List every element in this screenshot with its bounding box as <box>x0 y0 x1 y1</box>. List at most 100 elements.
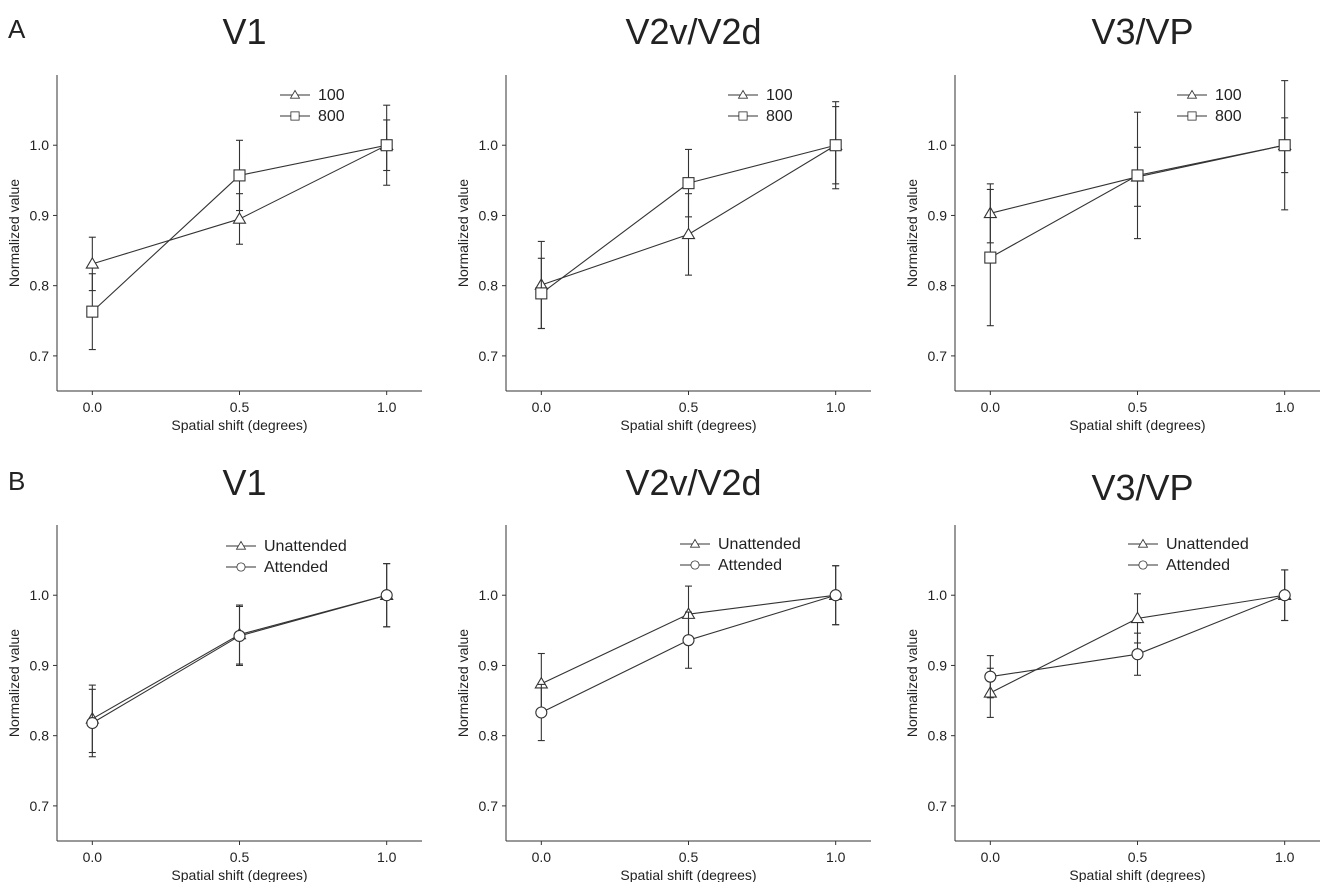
legend-label: Attended <box>264 559 328 576</box>
legend-label: Attended <box>1166 557 1230 574</box>
data-point <box>1131 169 1144 182</box>
y-tick-label: 0.7 <box>479 348 499 364</box>
y-tick-label: 1.0 <box>30 587 50 603</box>
y-tick-label: 1.0 <box>30 137 50 153</box>
x-tick-label: 0.0 <box>83 399 103 415</box>
legend: Unattended Attended <box>226 538 347 576</box>
chart-title: V1 <box>222 462 266 503</box>
chart-6: V3/VP 0.7 0.8 0.9 1.0 0.0 0.5 1.0 Spatial shift … <box>904 467 1320 882</box>
chart-title: V3/VP <box>1091 11 1193 52</box>
y-tick-label: 0.7 <box>30 348 50 364</box>
legend-marker-circle <box>1138 560 1148 570</box>
chart-4: V1 0.7 0.8 0.9 1.0 0.0 0.5 1.0 Spatial shift (de… <box>6 462 422 882</box>
y-tick-label: 0.9 <box>479 657 499 673</box>
data-point <box>233 169 246 182</box>
data-point <box>682 634 695 647</box>
data-point <box>380 589 393 602</box>
x-tick-label: 0.0 <box>981 399 1001 415</box>
legend-label: 800 <box>1215 108 1242 125</box>
data-point <box>535 287 548 300</box>
legend-marker-triangle <box>1186 89 1198 99</box>
legend-marker-circle <box>236 562 246 572</box>
legend-marker <box>689 538 701 548</box>
legend-marker <box>1137 538 1149 548</box>
legend-marker <box>690 560 700 570</box>
x-tick-label: 0.5 <box>230 849 250 865</box>
x-tick-label: 1.0 <box>826 399 846 415</box>
legend: Unattended Attended <box>1128 536 1249 574</box>
chart-title: V1 <box>222 11 266 52</box>
data-point <box>682 177 695 190</box>
legend-label: Unattended <box>718 536 801 553</box>
legend-marker-square <box>1187 111 1197 121</box>
x-axis-label: Spatial shift (degrees) <box>1069 417 1205 433</box>
legend-label: 100 <box>318 87 345 104</box>
y-tick-label: 0.7 <box>928 798 948 814</box>
y-tick-label: 0.8 <box>928 278 948 294</box>
data-point <box>232 211 247 224</box>
y-tick-label: 0.7 <box>479 798 499 814</box>
chart-1: V1 0.7 0.8 0.9 1.0 0.0 0.5 1.0 Spatial shift (de… <box>6 11 422 433</box>
legend-marker <box>1186 89 1198 99</box>
y-tick-label: 1.0 <box>479 137 499 153</box>
x-tick-label: 0.0 <box>83 849 103 865</box>
x-axis-label: Spatial shift (degrees) <box>620 417 756 433</box>
x-tick-label: 1.0 <box>826 849 846 865</box>
data-point <box>1130 611 1145 624</box>
y-tick-label: 0.7 <box>928 348 948 364</box>
y-axis-label: Normalized value <box>904 179 920 287</box>
x-tick-label: 0.0 <box>532 849 552 865</box>
legend-marker <box>290 111 300 121</box>
y-tick-label: 1.0 <box>928 587 948 603</box>
legend-label: Unattended <box>264 538 347 555</box>
y-tick-label: 0.9 <box>928 207 948 223</box>
data-point <box>1131 648 1144 661</box>
data-point <box>380 139 393 152</box>
y-tick-label: 0.8 <box>30 728 50 744</box>
x-tick-label: 0.5 <box>230 399 250 415</box>
x-tick-label: 1.0 <box>377 399 397 415</box>
x-tick-label: 0.0 <box>532 399 552 415</box>
x-tick-label: 1.0 <box>377 849 397 865</box>
legend-marker-triangle <box>737 89 749 99</box>
x-tick-label: 0.5 <box>1128 849 1148 865</box>
chart-title: V2v/V2d <box>625 11 761 52</box>
y-tick-label: 1.0 <box>928 137 948 153</box>
y-tick-label: 0.9 <box>30 657 50 673</box>
y-tick-label: 0.8 <box>479 728 499 744</box>
x-tick-label: 0.5 <box>1128 399 1148 415</box>
x-axis-label: Spatial shift (degrees) <box>1069 867 1205 882</box>
y-axis-label: Normalized value <box>6 179 22 287</box>
chart-2: V2v/V2d 0.7 0.8 0.9 1.0 0.0 0.5 1.0 Spatial shif… <box>455 11 871 433</box>
y-tick-label: 1.0 <box>479 587 499 603</box>
series-800 <box>984 111 1291 327</box>
x-tick-label: 0.0 <box>981 849 1001 865</box>
data-point <box>85 256 100 269</box>
data-point <box>829 139 842 152</box>
x-tick-label: 1.0 <box>1275 399 1295 415</box>
chart-title: V2v/V2d <box>625 462 761 503</box>
legend-marker <box>738 111 748 121</box>
x-tick-label: 0.5 <box>679 849 699 865</box>
legend-marker-triangle <box>235 540 247 550</box>
legend: Unattended Attended <box>680 536 801 574</box>
data-point <box>984 670 997 683</box>
legend-marker-triangle <box>689 538 701 548</box>
legend-marker <box>1138 560 1148 570</box>
chart-title: V3/VP <box>1091 467 1193 508</box>
data-point <box>233 629 246 643</box>
legend-label: Unattended <box>1166 536 1249 553</box>
series-attended <box>984 569 1291 699</box>
series-800 <box>86 119 393 351</box>
data-point <box>86 305 99 318</box>
legend-marker-square <box>738 111 748 121</box>
legend-marker <box>737 89 749 99</box>
legend-label: Attended <box>718 557 782 574</box>
chart-5: V2v/V2d 0.7 0.8 0.9 1.0 0.0 0.5 1.0 Spatial shif… <box>455 462 871 882</box>
series-attended <box>535 565 842 742</box>
y-tick-label: 0.9 <box>928 657 948 673</box>
legend-label: 800 <box>766 108 793 125</box>
